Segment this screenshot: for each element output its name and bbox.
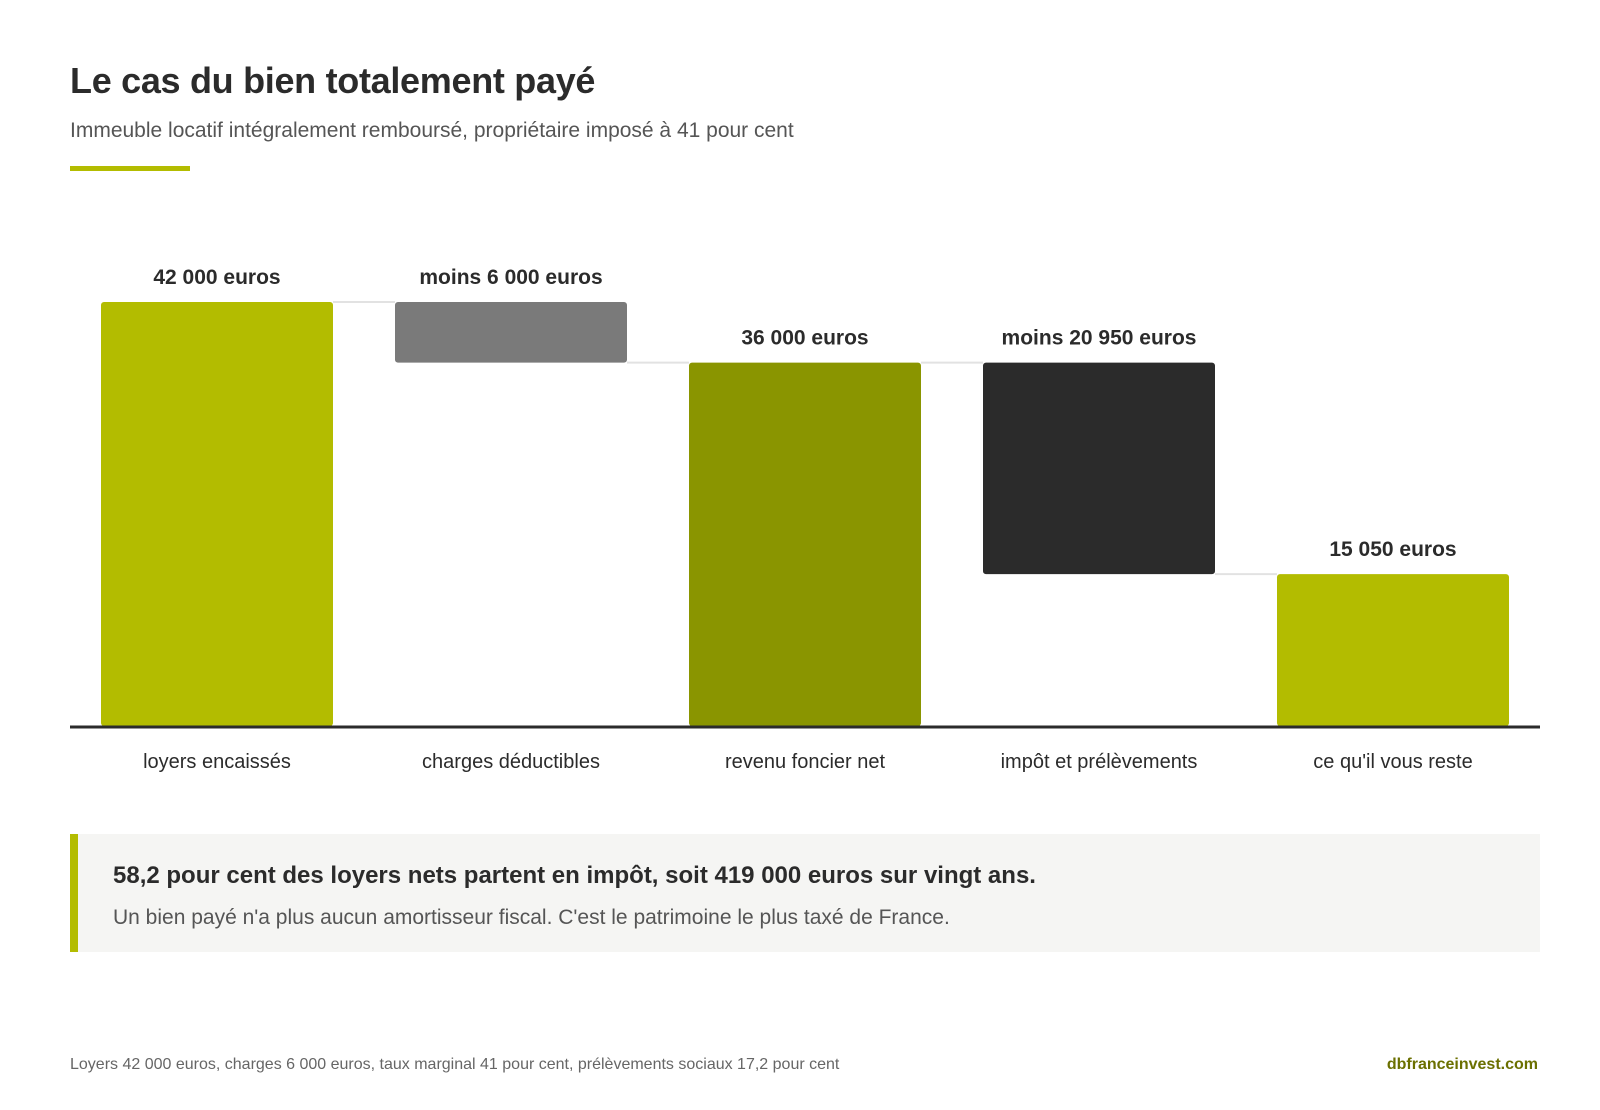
data-label-3: 36 000 euros: [741, 327, 868, 350]
key-insight-callout: 58,2 pour cent des loyers nets partent e…: [70, 834, 1540, 952]
waterfall-chart: 42 000 euros loyers encaissés moins 6 000 …: [70, 266, 1540, 773]
data-label-5: 15 050 euros: [1329, 538, 1456, 561]
brand-link[interactable]: dbfranceinvest.com: [1386, 1056, 1538, 1073]
source-footnote: Loyers 42 000 euros, charges 6 000 euros…: [70, 1056, 840, 1073]
page-subtitle: Immeuble locatif intégralement remboursé…: [70, 119, 794, 142]
category-label-1: loyers encaissés: [143, 751, 291, 773]
bar-4: [983, 362, 1215, 575]
category-label-4: impôt et prélèvements: [1001, 751, 1198, 773]
bar-5: [1277, 574, 1509, 726]
data-label-2: moins 6 000 euros: [419, 266, 602, 289]
data-label-1: 42 000 euros: [153, 266, 280, 289]
category-label-3: revenu foncier net: [725, 751, 886, 773]
category-label-2: charges déductibles: [422, 751, 600, 773]
data-label-4: moins 20 950 euros: [1002, 327, 1197, 350]
page-title: Le cas du bien totalement payé: [70, 60, 596, 101]
callout-headline: 58,2 pour cent des loyers nets partent e…: [113, 862, 1036, 889]
bar-3: [689, 362, 921, 726]
accent-rule: [70, 166, 190, 171]
callout-text: Un bien payé n'a plus aucun amortisseur …: [113, 906, 950, 929]
category-label-5: ce qu'il vous reste: [1313, 751, 1472, 773]
bar-1: [101, 302, 333, 726]
bar-2: [395, 302, 627, 363]
